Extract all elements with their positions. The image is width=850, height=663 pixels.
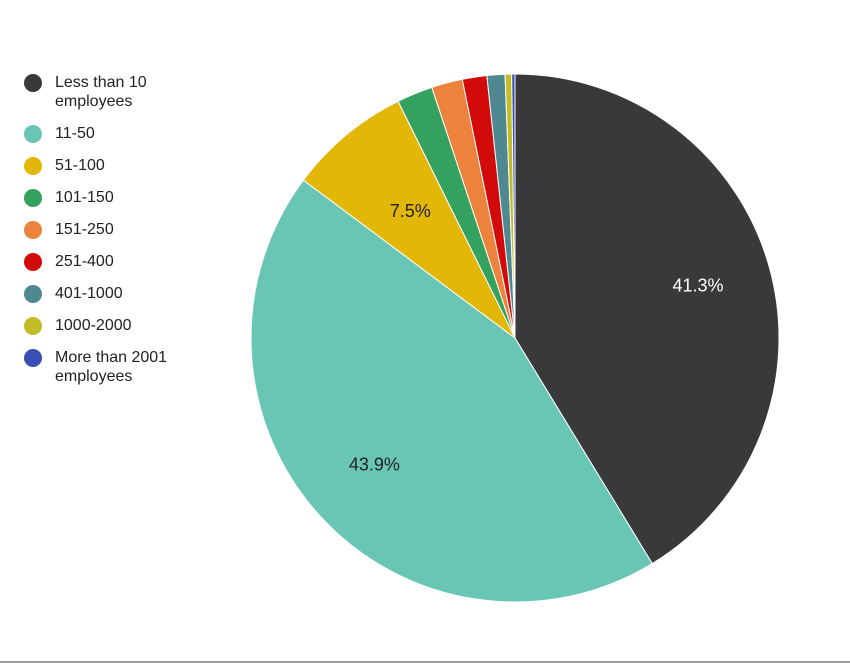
legend-item[interactable]: Less than 10 employees (24, 73, 224, 111)
legend-item[interactable]: 151-250 (24, 220, 224, 239)
pie-slice[interactable] (514, 73, 780, 565)
legend-swatch (24, 125, 42, 143)
legend-label: 1000-2000 (55, 317, 132, 334)
legend-item[interactable]: 251-400 (24, 252, 224, 271)
bottom-divider (0, 661, 850, 663)
legend-swatch (24, 285, 42, 303)
legend-label: More than 2001 employees (55, 349, 168, 385)
legend-item[interactable]: 11-50 (24, 124, 224, 143)
legend-label: 101-150 (55, 189, 114, 206)
legend-item[interactable]: 401-1000 (24, 284, 224, 303)
legend-label: 11-50 (55, 125, 95, 142)
legend-label: 51-100 (55, 157, 105, 174)
legend-swatch (24, 349, 42, 367)
legend-item[interactable]: 101-150 (24, 188, 224, 207)
legend-label: Less than 10 employees (55, 74, 147, 110)
legend-label: 151-250 (55, 221, 114, 238)
pie-slice[interactable] (250, 179, 653, 603)
legend-label: 251-400 (55, 253, 114, 270)
legend-swatch (24, 157, 42, 175)
legend-label: 401-1000 (55, 285, 123, 302)
legend-item[interactable]: 51-100 (24, 156, 224, 175)
legend: Less than 10 employees 11-50 51-100 101-150… (24, 73, 224, 399)
legend-swatch (24, 189, 42, 207)
legend-item[interactable]: More than 2001 employees (24, 348, 224, 386)
slice-data-label: 43.9% (349, 455, 400, 475)
slice-data-label: 41.3% (672, 275, 723, 295)
pie-slice[interactable] (511, 73, 516, 339)
legend-swatch (24, 317, 42, 335)
pie-slice[interactable] (302, 100, 516, 339)
slice-data-label: 7.5% (390, 201, 431, 221)
legend-item[interactable]: 1000-2000 (24, 316, 224, 335)
legend-swatch (24, 221, 42, 239)
legend-swatch (24, 253, 42, 271)
legend-swatch (24, 74, 42, 92)
